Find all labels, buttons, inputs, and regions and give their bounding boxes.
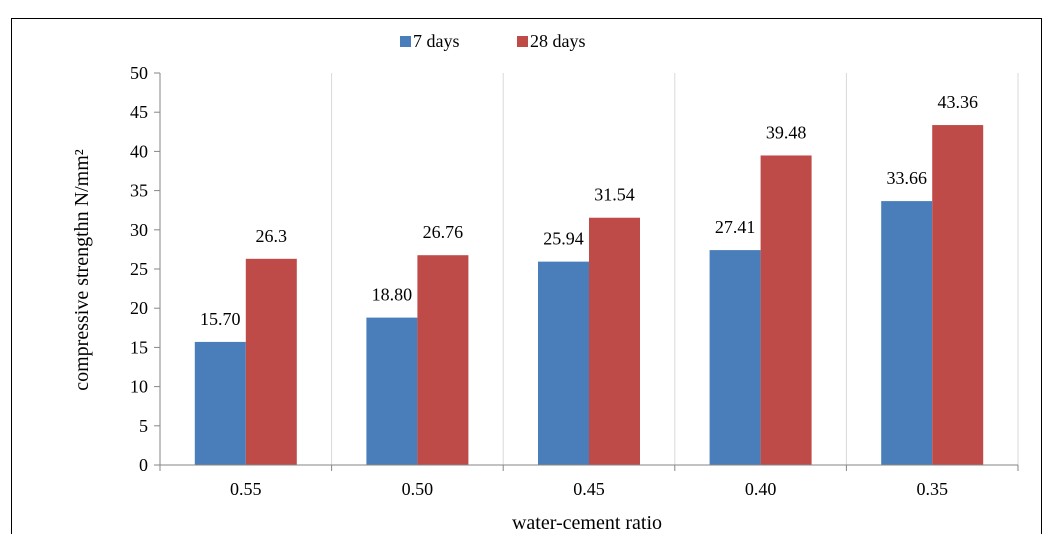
data-label: 26.76 bbox=[423, 222, 464, 242]
x-tick-label: 0.50 bbox=[402, 479, 434, 499]
y-axis-title: compressive strengthn N/mm² bbox=[71, 149, 93, 391]
x-tick-label: 0.35 bbox=[916, 479, 948, 499]
legend-label: 28 days bbox=[530, 31, 586, 51]
data-label: 39.48 bbox=[766, 122, 807, 142]
y-tick-label: 40 bbox=[130, 141, 148, 161]
y-tick-label: 30 bbox=[130, 220, 148, 240]
legend-label: 7 days bbox=[413, 31, 460, 51]
axes: 0 5 10 15 20 25 30 35 40 45 50 0.55 0.50 0.45 0.40 0.35 bbox=[130, 63, 1019, 499]
y-tick-label: 25 bbox=[130, 259, 148, 279]
y-tick-label: 15 bbox=[130, 337, 148, 357]
data-label: 31.54 bbox=[594, 185, 635, 205]
data-labels: 15.70 18.80 25.94 27.41 33.66 26.3 26.76 31.54 3… bbox=[200, 92, 978, 329]
data-label: 27.41 bbox=[715, 217, 756, 237]
y-tick-label: 20 bbox=[130, 298, 148, 318]
data-label: 15.70 bbox=[200, 309, 241, 329]
bar-28-days bbox=[589, 217, 640, 465]
bar-7-days bbox=[709, 250, 761, 465]
bar-7-days bbox=[194, 341, 246, 465]
y-tick-label: 35 bbox=[130, 181, 148, 201]
legend-swatch bbox=[400, 36, 411, 47]
bar-28-days bbox=[932, 125, 984, 465]
y-tick-label: 45 bbox=[130, 102, 148, 122]
bar-28-days bbox=[760, 155, 812, 465]
data-label: 18.80 bbox=[372, 285, 413, 305]
bar-28-days bbox=[245, 258, 297, 465]
y-tick-label: 10 bbox=[130, 377, 148, 397]
data-label: 26.3 bbox=[256, 226, 288, 246]
bar-7-days bbox=[881, 201, 933, 466]
chart-frame bbox=[11, 18, 1042, 534]
legend: 7 days 28 days bbox=[400, 31, 586, 51]
x-tick-label: 0.55 bbox=[230, 479, 262, 499]
y-tick-label: 50 bbox=[130, 63, 148, 83]
gridlines bbox=[331, 73, 1019, 465]
data-label: 33.66 bbox=[886, 168, 927, 188]
data-label: 43.36 bbox=[937, 92, 978, 112]
bar-28-days bbox=[417, 255, 469, 465]
bar-7-days bbox=[366, 317, 418, 465]
bar-7-days bbox=[538, 261, 589, 465]
x-axis-title: water-cement ratio bbox=[512, 512, 662, 534]
x-tick-label: 0.40 bbox=[745, 479, 777, 499]
y-tick-label: 5 bbox=[139, 416, 148, 436]
legend-swatch bbox=[517, 36, 528, 47]
y-tick-label: 0 bbox=[139, 455, 148, 475]
bars bbox=[194, 125, 984, 466]
x-tick-label: 0.45 bbox=[573, 479, 605, 499]
data-label: 25.94 bbox=[543, 229, 584, 249]
